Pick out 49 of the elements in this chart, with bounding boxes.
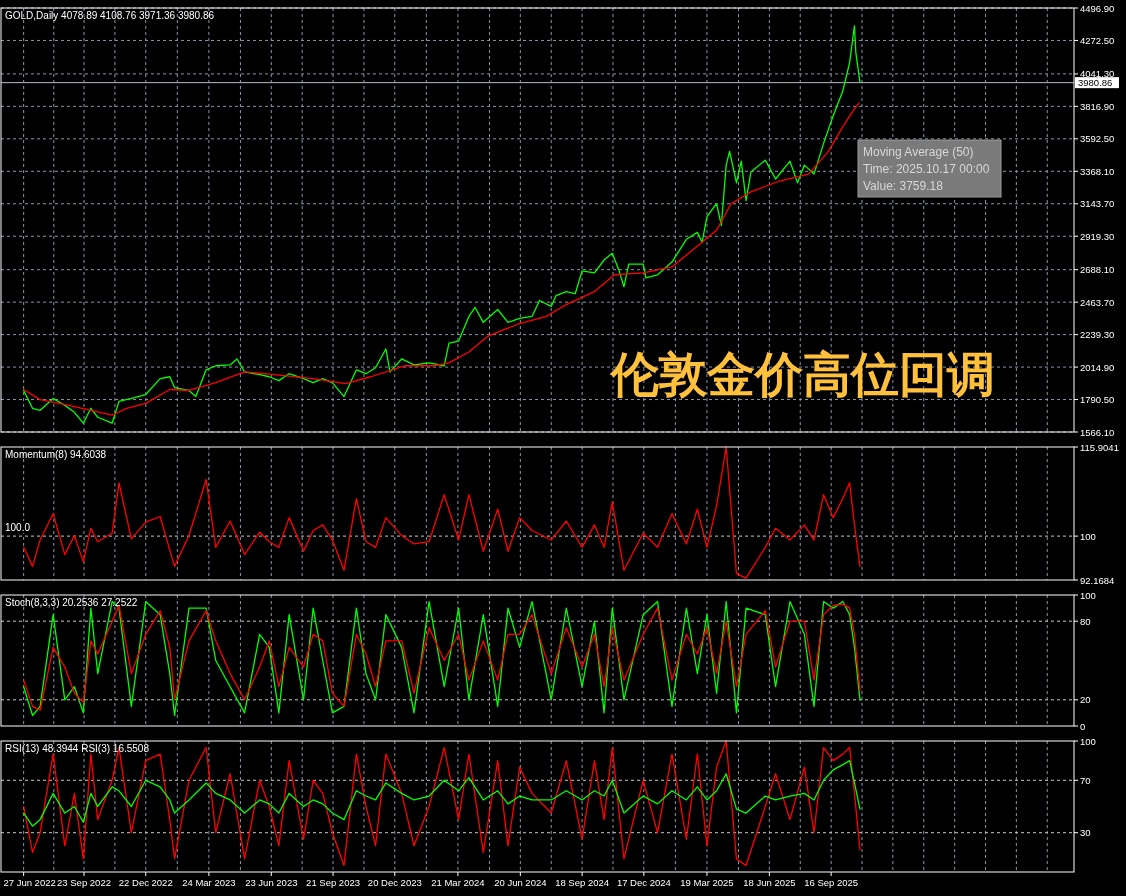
chart-title: GOLD,Daily 4078.89 4108.76 3971.36 3980.86	[5, 10, 215, 21]
chart-title: Stoch(8,3,3) 20.2536 27.2522	[5, 597, 138, 608]
y-tick-label: 100	[1080, 735, 1096, 747]
y-tick-label: 92.1684	[1080, 574, 1115, 586]
annotation: Value: 3759.18	[863, 179, 944, 193]
y-tick-label: 2688.10	[1080, 264, 1115, 276]
annotation: 伦敦金价高位回调	[609, 348, 995, 401]
line-series	[22, 760, 861, 827]
y-tick-label: 4272.50	[1080, 34, 1115, 46]
y-tick-label: 1566.10	[1080, 426, 1115, 438]
x-tick-label: 20 Dec 2023	[367, 877, 422, 888]
x-tick-label: 17 Dec 2024	[616, 877, 671, 888]
x-tick-label: 27 Jun 2022	[3, 877, 56, 888]
y-tick-label: 1790.50	[1080, 394, 1115, 406]
annotation: Moving Average (50)	[863, 145, 974, 159]
x-tick-label: 19 Mar 2025	[680, 877, 734, 888]
x-tick-label: 18 Jun 2025	[743, 877, 796, 888]
x-tick-label: 23 Sep 2022	[57, 877, 111, 888]
x-tick-label: 21 Mar 2024	[431, 877, 485, 888]
chart-title: Momentum(8) 94.6038	[5, 449, 107, 460]
y-tick-label: 30	[1080, 827, 1091, 839]
y-tick-label: 4041.30	[1080, 68, 1115, 80]
y-tick-label: 100	[1080, 589, 1096, 601]
y-tick-label: 3143.70	[1080, 198, 1115, 210]
y-tick-label: 0	[1080, 720, 1086, 732]
y-tick-label: 2014.90	[1080, 361, 1115, 373]
chart-title: RSI(13) 48.3944 RSI(3) 16.5508	[5, 743, 150, 754]
y-tick-label: 70	[1080, 774, 1091, 786]
y-tick-label: 80	[1080, 615, 1091, 627]
x-tick-label: 16 Sep 2025	[804, 877, 859, 888]
y-tick-label: 2239.30	[1080, 329, 1115, 341]
y-tick-label: 2463.70	[1080, 296, 1115, 308]
x-tick-label: 24 Mar 2023	[182, 877, 236, 888]
y-tick-label: 2919.30	[1080, 230, 1115, 242]
y-tick-label: 20	[1080, 694, 1091, 706]
y-tick-label: 3816.90	[1080, 100, 1115, 112]
x-tick-label: 22 Dec 2022	[118, 877, 173, 888]
y-tick-label: 3368.10	[1080, 165, 1115, 177]
y-tick-label: 3592.50	[1080, 133, 1115, 145]
x-tick-label: 21 Sep 2023	[306, 877, 360, 888]
ref-line-label: 3980.86	[1078, 77, 1113, 89]
ref-line-label: 100.0	[5, 522, 31, 534]
y-tick-label: 100	[1080, 530, 1096, 542]
annotation: Time: 2025.10.17 00:00	[863, 162, 990, 176]
y-tick-label: 115.9041	[1080, 441, 1119, 453]
x-tick-label: 20 Jun 2024	[494, 877, 547, 888]
x-tick-label: 23 Jun 2023	[245, 877, 298, 888]
y-tick-label: 4496.90	[1080, 2, 1115, 14]
x-tick-label: 18 Sep 2024	[555, 877, 610, 888]
